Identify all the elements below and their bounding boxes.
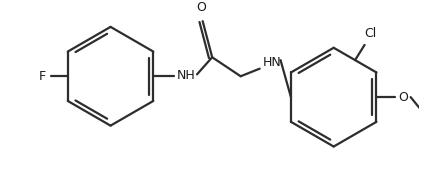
Text: NH: NH xyxy=(177,69,196,82)
Text: HN: HN xyxy=(263,56,281,70)
Text: F: F xyxy=(39,70,46,83)
Text: Cl: Cl xyxy=(364,27,376,40)
Text: O: O xyxy=(196,1,206,14)
Text: O: O xyxy=(398,91,408,104)
